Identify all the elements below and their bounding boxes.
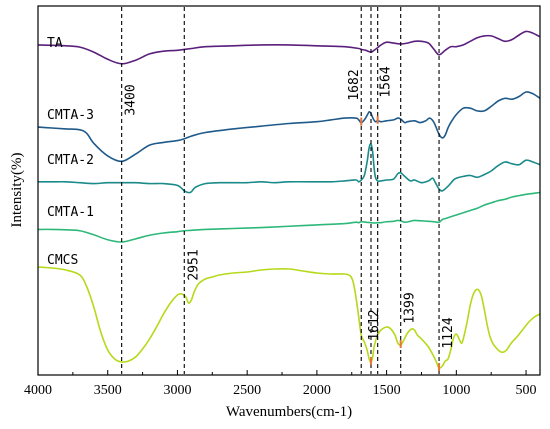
reference-lines <box>121 7 440 374</box>
y-axis-title: Intensity(%) <box>9 153 25 228</box>
series-labels: TA CMTA-3 CMTA-2 CMTA-1 CMCS <box>47 36 94 268</box>
series-label-cmcs: CMCS <box>47 253 78 268</box>
series-label-ta: TA <box>47 36 63 51</box>
series-line-ta <box>37 30 541 65</box>
x-axis-ticks: 4000 3500 3000 2500 2000 1500 1000 500 <box>24 370 537 398</box>
series-label-cmta-1: CMTA-1 <box>47 205 94 220</box>
peak-labels: 3400 2951 1682 1612 1564 1399 1124 <box>124 66 456 348</box>
plot-frame <box>37 5 541 376</box>
series-layer <box>37 30 541 369</box>
x-tick-label-3500: 3500 <box>94 383 122 398</box>
peak-label-3400: 3400 <box>124 84 139 115</box>
peak-label-1399: 1399 <box>403 292 418 323</box>
x-tick-label-4000: 4000 <box>24 383 52 398</box>
peak-markers <box>360 115 441 371</box>
peak-label-1564: 1564 <box>379 66 394 97</box>
peak-label-1682: 1682 <box>347 69 362 100</box>
peak-label-1124: 1124 <box>441 317 456 348</box>
peak-label-1612: 1612 <box>367 309 382 340</box>
x-tick-label-2500: 2500 <box>233 383 261 398</box>
series-line-cmta-3 <box>37 91 541 163</box>
x-tick-label-1000: 1000 <box>442 383 470 398</box>
series-label-cmta-2: CMTA-2 <box>47 153 94 168</box>
series-label-cmta-3: CMTA-3 <box>47 108 94 123</box>
x-axis-title: Wavenumbers(cm-1) <box>226 404 352 420</box>
series-line-cmcs <box>37 266 541 369</box>
x-tick-label-2000: 2000 <box>303 383 331 398</box>
x-tick-label-1500: 1500 <box>373 383 401 398</box>
series-line-cmta-1 <box>37 191 541 243</box>
x-tick-label-3000: 3000 <box>163 383 191 398</box>
x-tick-label-500: 500 <box>516 383 537 398</box>
series-line-cmta-2 <box>38 143 541 194</box>
peak-label-2951: 2951 <box>186 249 201 280</box>
